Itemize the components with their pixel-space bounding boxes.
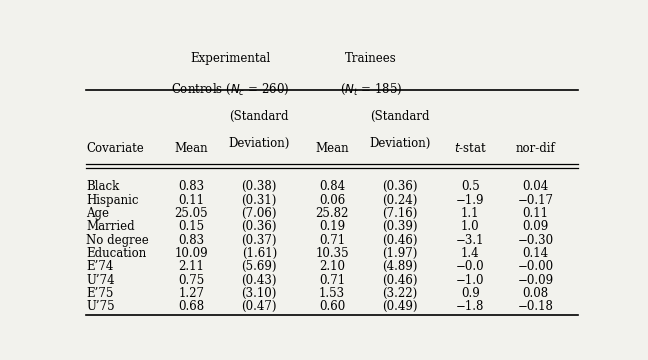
Text: (0.46): (0.46) [382,234,418,247]
Text: −0.30: −0.30 [518,234,553,247]
Text: 0.84: 0.84 [319,180,345,193]
Text: 1.0: 1.0 [461,220,480,233]
Text: (7.16): (7.16) [382,207,417,220]
Text: 0.11: 0.11 [522,207,548,220]
Text: (0.37): (0.37) [242,234,277,247]
Text: 0.04: 0.04 [522,180,549,193]
Text: No degree: No degree [86,234,149,247]
Text: 0.83: 0.83 [178,234,205,247]
Text: 1.53: 1.53 [319,287,345,300]
Text: Covariate: Covariate [86,141,144,154]
Text: (Standard: (Standard [229,110,289,123]
Text: −0.00: −0.00 [518,260,553,273]
Text: −3.1: −3.1 [456,234,485,247]
Text: 1.27: 1.27 [178,287,205,300]
Text: 0.5: 0.5 [461,180,480,193]
Text: Mean: Mean [316,141,349,154]
Text: (0.46): (0.46) [382,274,418,287]
Text: Education: Education [86,247,146,260]
Text: 25.82: 25.82 [316,207,349,220]
Text: −1.9: −1.9 [456,194,485,207]
Text: (Standard: (Standard [370,110,430,123]
Text: 2.10: 2.10 [319,260,345,273]
Text: 25.05: 25.05 [175,207,208,220]
Text: 0.15: 0.15 [178,220,205,233]
Text: −1.0: −1.0 [456,274,485,287]
Text: 10.09: 10.09 [175,247,208,260]
Text: (7.06): (7.06) [242,207,277,220]
Text: 0.19: 0.19 [319,220,345,233]
Text: (0.31): (0.31) [242,194,277,207]
Text: E’75: E’75 [86,287,113,300]
Text: Married: Married [86,220,135,233]
Text: (0.47): (0.47) [242,300,277,313]
Text: (5.69): (5.69) [242,260,277,273]
Text: (0.43): (0.43) [242,274,277,287]
Text: (0.38): (0.38) [242,180,277,193]
Text: Trainees: Trainees [345,51,397,64]
Text: 1.1: 1.1 [461,207,480,220]
Text: 0.60: 0.60 [319,300,345,313]
Text: (1.61): (1.61) [242,247,277,260]
Text: Controls ($N_c$ = 260): Controls ($N_c$ = 260) [171,82,290,97]
Text: 0.11: 0.11 [178,194,205,207]
Text: U’74: U’74 [86,274,115,287]
Text: Hispanic: Hispanic [86,194,139,207]
Text: Experimental: Experimental [191,51,270,64]
Text: (4.89): (4.89) [382,260,417,273]
Text: −0.09: −0.09 [518,274,553,287]
Text: Deviation): Deviation) [369,138,430,150]
Text: −0.0: −0.0 [456,260,485,273]
Text: U’75: U’75 [86,300,115,313]
Text: nor-dif: nor-dif [516,141,555,154]
Text: 0.75: 0.75 [178,274,205,287]
Text: 10.35: 10.35 [316,247,349,260]
Text: 0.68: 0.68 [178,300,205,313]
Text: (0.49): (0.49) [382,300,418,313]
Text: −0.17: −0.17 [518,194,553,207]
Text: −0.18: −0.18 [518,300,553,313]
Text: 1.4: 1.4 [461,247,480,260]
Text: (0.36): (0.36) [242,220,277,233]
Text: (1.97): (1.97) [382,247,417,260]
Text: (3.22): (3.22) [382,287,417,300]
Text: 0.14: 0.14 [522,247,549,260]
Text: 0.83: 0.83 [178,180,205,193]
Text: (0.39): (0.39) [382,220,418,233]
Text: −1.8: −1.8 [456,300,485,313]
Text: 0.9: 0.9 [461,287,480,300]
Text: $t$-stat: $t$-stat [454,141,487,154]
Text: 0.71: 0.71 [319,274,345,287]
Text: Mean: Mean [175,141,208,154]
Text: ($N_t$ = 185): ($N_t$ = 185) [340,82,402,97]
Text: Deviation): Deviation) [229,138,290,150]
Text: (0.24): (0.24) [382,194,417,207]
Text: 0.71: 0.71 [319,234,345,247]
Text: 0.06: 0.06 [319,194,345,207]
Text: Black: Black [86,180,119,193]
Text: 0.08: 0.08 [522,287,549,300]
Text: (0.36): (0.36) [382,180,418,193]
Text: 2.11: 2.11 [179,260,204,273]
Text: (3.10): (3.10) [242,287,277,300]
Text: Age: Age [86,207,109,220]
Text: E’74: E’74 [86,260,113,273]
Text: 0.09: 0.09 [522,220,549,233]
